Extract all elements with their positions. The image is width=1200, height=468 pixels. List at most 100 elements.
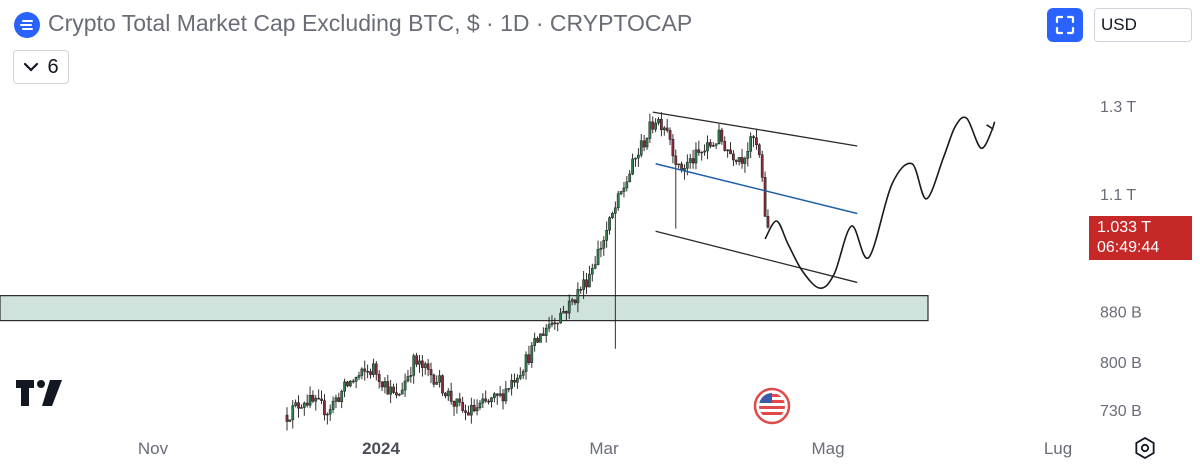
y-tick-label: 730 B xyxy=(1100,403,1142,420)
candle-body xyxy=(706,142,709,152)
candle-body xyxy=(651,121,655,130)
time-axis: Nov 2024 Mar Mag Lug xyxy=(138,439,1072,458)
candle-body xyxy=(441,375,444,394)
candle-body xyxy=(481,398,485,404)
candle-body xyxy=(395,392,398,396)
candle-body xyxy=(763,177,767,217)
candle-body xyxy=(406,376,410,382)
candle-body xyxy=(461,402,465,411)
candle-body xyxy=(697,149,701,153)
candle-body xyxy=(602,240,606,249)
candle-body xyxy=(354,377,358,382)
candle-body xyxy=(746,151,750,159)
candle-body xyxy=(639,140,643,156)
candle-body xyxy=(599,247,603,250)
channel-upper-line xyxy=(652,111,858,147)
candle-body xyxy=(547,324,551,329)
candle-body xyxy=(305,402,309,406)
y-tick-label: 1.3 T xyxy=(1100,99,1136,116)
candle-body xyxy=(412,355,416,376)
candle-body xyxy=(513,380,516,383)
candle-body xyxy=(452,401,456,407)
candle-body xyxy=(536,338,539,343)
candle-body xyxy=(717,129,721,144)
candle-body xyxy=(490,397,493,403)
candle-body xyxy=(346,381,349,387)
candle-body xyxy=(628,173,632,183)
channel-lower-line xyxy=(655,230,858,284)
tradingview-logo-icon[interactable] xyxy=(16,380,64,411)
candle-body xyxy=(533,338,537,346)
candle-body xyxy=(674,155,678,165)
candle-body xyxy=(539,333,542,343)
y-tick-label: 800 B xyxy=(1100,355,1142,372)
indicators-toggle-button[interactable]: 6 xyxy=(13,50,69,84)
candle-body xyxy=(297,402,300,409)
candle-body xyxy=(654,122,657,130)
channel-mid-line xyxy=(655,163,858,215)
candle-body xyxy=(749,136,753,152)
candle-body xyxy=(565,311,568,314)
candle-body xyxy=(556,322,560,325)
candle-body xyxy=(732,153,735,161)
candle-body xyxy=(657,118,660,124)
candle-body xyxy=(680,163,683,171)
candle-body xyxy=(285,414,289,422)
candle-body xyxy=(300,407,303,409)
candle-body xyxy=(544,327,548,336)
candle-body xyxy=(613,207,617,214)
candle-body xyxy=(291,405,295,421)
candle-body xyxy=(637,154,640,159)
candle-body xyxy=(588,273,591,288)
candle-body xyxy=(541,333,545,336)
candle-body xyxy=(386,381,390,395)
candle-body xyxy=(743,158,747,164)
candle-body xyxy=(760,154,764,178)
candle-body xyxy=(501,393,505,402)
candle-body xyxy=(369,371,372,375)
candle-body xyxy=(426,363,430,370)
candle-body xyxy=(616,193,620,209)
candle-body xyxy=(325,413,329,416)
candle-body xyxy=(530,345,534,363)
cryptocap-logo-icon xyxy=(14,12,40,38)
candle-body xyxy=(484,398,488,402)
x-tick-label: Mar xyxy=(589,439,619,458)
candle-body xyxy=(415,355,418,365)
candle-body xyxy=(527,354,531,363)
candle-body xyxy=(423,363,427,368)
candle-body xyxy=(550,322,554,325)
candle-body xyxy=(573,299,577,304)
candle-body xyxy=(660,118,663,131)
settings-icon[interactable] xyxy=(1133,436,1157,465)
currency-select[interactable]: USD xyxy=(1094,8,1192,42)
candle-body xyxy=(576,289,580,304)
candle-body xyxy=(493,393,496,398)
candle-body xyxy=(340,390,344,402)
candle-body xyxy=(320,398,323,401)
candle-body xyxy=(677,163,681,166)
candle-body xyxy=(709,142,712,147)
candle-body xyxy=(392,386,395,393)
candle-body xyxy=(593,264,597,269)
candle-body xyxy=(498,393,502,396)
candle-body xyxy=(446,390,450,397)
us-flag-event-icon[interactable] xyxy=(752,386,792,426)
chart-title: Crypto Total Market Cap Excluding BTC, $… xyxy=(48,10,693,36)
candle-body xyxy=(472,404,476,412)
fullscreen-button[interactable] xyxy=(1047,8,1083,42)
candle-body xyxy=(766,216,770,228)
candle-body xyxy=(634,157,637,160)
support-zone-rect xyxy=(0,295,929,322)
candle-body xyxy=(357,375,361,378)
candle-body xyxy=(429,369,433,376)
projection-arrowhead xyxy=(986,121,996,131)
candle-body xyxy=(328,409,332,415)
candle-body xyxy=(400,389,404,395)
candle-body xyxy=(467,412,470,416)
candle-body xyxy=(409,375,413,377)
candle-body xyxy=(685,162,689,169)
chevron-down-icon xyxy=(24,62,39,72)
candle-body xyxy=(645,138,649,148)
